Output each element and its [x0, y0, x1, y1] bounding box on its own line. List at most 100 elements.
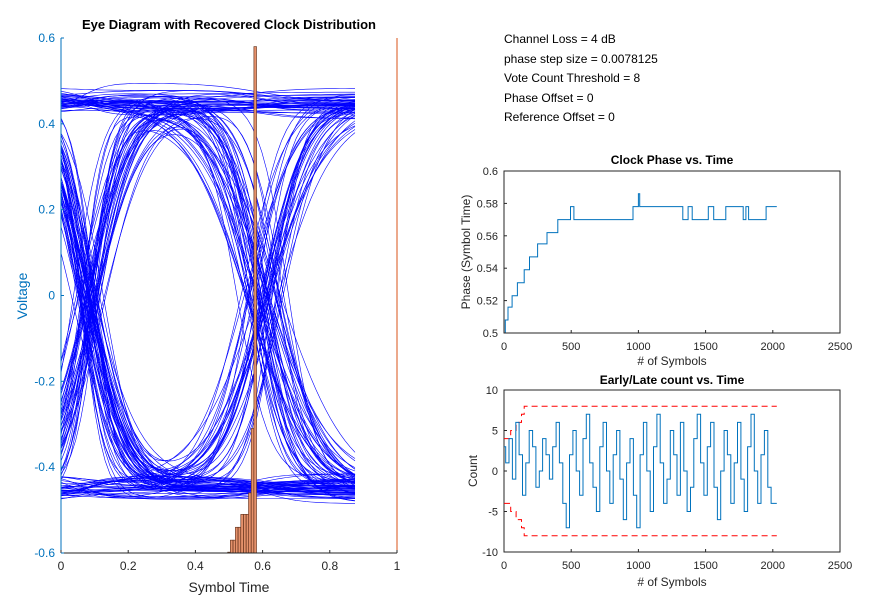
x-tick-label: 0.8: [321, 559, 338, 573]
y-tick-label: 10: [486, 385, 498, 397]
histogram-bar: [237, 526, 242, 554]
eye-trace: [61, 118, 356, 476]
phase-y-label: Phase (Symbol Time): [459, 195, 473, 310]
eye-trace: [61, 158, 356, 500]
eye-trace: [61, 105, 356, 472]
eye-trace: [61, 100, 355, 109]
eye-trace: [61, 104, 356, 456]
clock-phase-chart: 0 500 1000 1500 2000 2500 0.5 0.52 0.54 0.56 0.58…: [459, 153, 852, 368]
eye-y-label: Voltage: [14, 272, 30, 319]
y-tick-label: -10: [482, 547, 498, 559]
count-y-label: Count: [466, 454, 480, 487]
y-tick-label: -0.2: [34, 374, 55, 388]
eye-trace: [61, 194, 356, 496]
x-tick-label: 0: [501, 341, 507, 353]
eye-trace: [61, 478, 356, 498]
eye-trace: [61, 114, 356, 476]
x-tick-label: 1500: [693, 560, 717, 572]
x-tick-label: 1000: [626, 341, 650, 353]
eye-trace: [61, 252, 355, 499]
phase-title: Clock Phase vs. Time: [611, 153, 734, 167]
eye-trace: [61, 156, 356, 498]
eye-trace: [61, 108, 356, 489]
count-y-ticks: -10 -5 0 5 10: [482, 385, 507, 559]
eye-trace: [61, 94, 356, 482]
x-tick-label: 2500: [828, 560, 852, 572]
eye-diagram-chart: 0 0.2 0.4 0.6 0.8 1 -0.6 -0.4 -0.2 0 0.2 0.4 0.6 Ey…: [14, 17, 401, 595]
histogram-bar: [248, 492, 252, 554]
x-tick-label: 1: [394, 559, 401, 573]
eye-trace: [61, 185, 355, 495]
histogram-bar: [240, 514, 244, 554]
eye-trace: [61, 83, 356, 104]
phase-series-line: [504, 193, 777, 334]
eye-trace: [61, 107, 356, 489]
eye-trace: [61, 119, 356, 459]
y-tick-label: 0.58: [477, 198, 498, 210]
y-tick-label: 0.54: [477, 263, 498, 275]
eye-trace: [61, 476, 355, 487]
eye-trace: [61, 100, 356, 478]
eye-trace: [61, 101, 356, 483]
x-tick-label: 500: [562, 560, 580, 572]
eye-trace: [61, 106, 356, 476]
eye-traces: [61, 83, 356, 504]
eye-trace: [61, 107, 356, 478]
eye-trace: [61, 120, 356, 478]
eye-y-ticks: -0.6 -0.4 -0.2 0 0.2 0.4 0.6: [34, 31, 64, 560]
eye-trace: [61, 116, 356, 477]
count-series-line: [504, 413, 777, 529]
x-tick-label: 0.2: [120, 559, 137, 573]
count-x-label: # of Symbols: [637, 575, 706, 589]
eye-trace: [61, 104, 355, 433]
eye-trace: [61, 101, 356, 470]
y-tick-label: 0.2: [38, 203, 55, 217]
eye-trace: [61, 94, 356, 494]
histogram-bar: [230, 539, 234, 554]
eye-trace: [61, 94, 355, 426]
eye-trace: [61, 100, 355, 109]
y-tick-label: 0.5: [483, 328, 498, 340]
eye-trace: [61, 109, 356, 478]
y-tick-label: -0.4: [34, 460, 55, 474]
y-tick-label: 0: [492, 466, 498, 478]
y-tick-label: 0.52: [477, 296, 498, 308]
phase-plot-area: [503, 170, 841, 334]
info-line-phase-offset: Phase Offset = 0: [504, 90, 594, 105]
x-tick-label: 1000: [626, 560, 650, 572]
eye-x-label: Symbol Time: [189, 579, 270, 595]
count-title: Early/Late count vs. Time: [600, 373, 745, 387]
x-tick-label: 0.4: [187, 559, 204, 573]
eye-trace: [61, 107, 356, 487]
info-line-phase-step: phase step size = 0.0078125: [504, 51, 658, 66]
histogram-bar: [250, 428, 255, 554]
eye-trace: [61, 103, 355, 109]
eye-trace: [61, 97, 355, 475]
eye-trace: [61, 97, 356, 484]
histogram-bar: [243, 514, 247, 554]
x-tick-label: 0: [58, 559, 65, 573]
x-tick-label: 500: [562, 341, 580, 353]
x-tick-label: 2000: [761, 560, 785, 572]
phase-x-label: # of Symbols: [637, 354, 706, 368]
eye-trace: [61, 105, 356, 487]
count-x-ticks: 0 500 1000 1500 2000 2500: [501, 549, 852, 572]
histogram-bar: [253, 46, 257, 554]
eye-trace: [61, 161, 356, 490]
eye-trace: [61, 130, 356, 479]
eye-trace: [61, 104, 356, 481]
parameter-info: Channel Loss = 4 dB phase step size = 0.…: [504, 30, 658, 128]
y-tick-label: 0: [48, 289, 55, 303]
eye-title: Eye Diagram with Recovered Clock Distrib…: [82, 17, 376, 32]
eye-trace: [61, 94, 355, 106]
eye-trace: [61, 116, 356, 482]
eye-trace: [61, 480, 356, 498]
eye-trace: [61, 93, 356, 483]
eye-trace: [61, 159, 355, 490]
count-plot-area: [503, 389, 841, 553]
y-tick-label: -5: [488, 507, 498, 519]
y-tick-label: 0.6: [483, 166, 498, 178]
x-tick-label: 2500: [828, 341, 852, 353]
phase-y-ticks: 0.5 0.52 0.54 0.56 0.58 0.6: [477, 166, 507, 340]
